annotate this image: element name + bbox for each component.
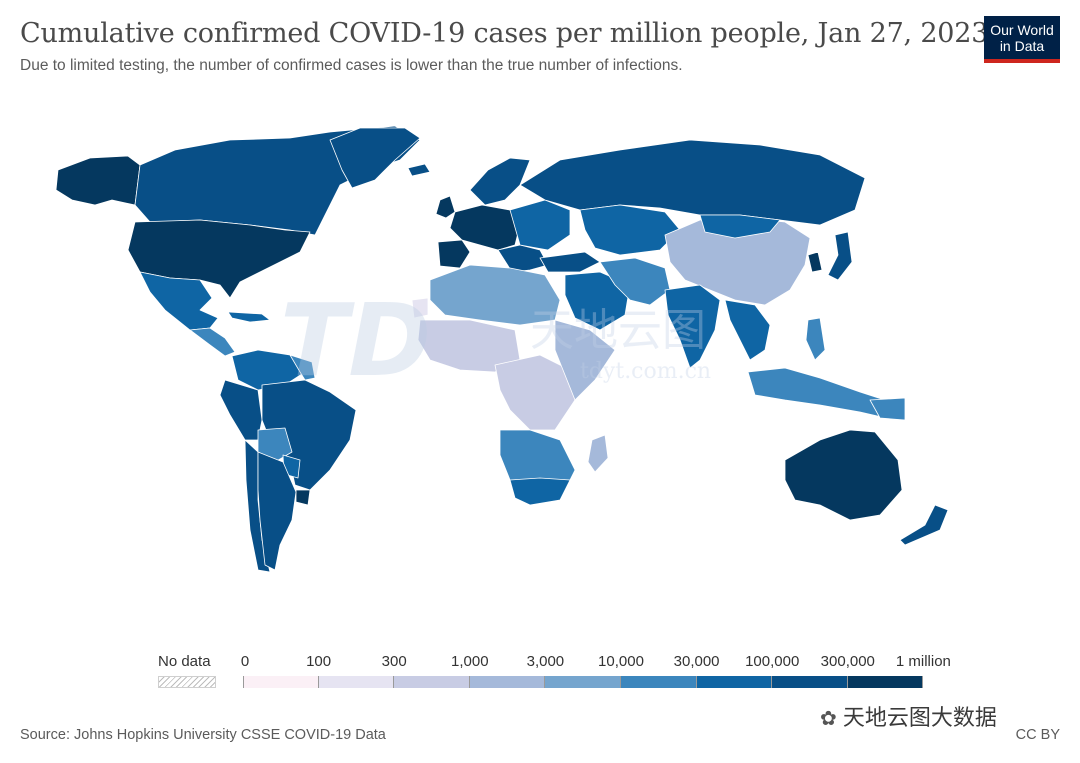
- region-argentina[interactable]: [257, 451, 297, 571]
- legend-tick-label: 1,000: [451, 653, 489, 670]
- watermark-td-logo: TD: [280, 290, 431, 399]
- page-title: Cumulative confirmed COVID-19 cases per …: [20, 18, 989, 49]
- region-central-america[interactable]: [189, 327, 236, 357]
- legend-tick-label: 3,000: [526, 653, 565, 670]
- wechat-watermark-text: 天地云图大数据: [842, 705, 997, 730]
- legend-tick-label: 0: [240, 653, 250, 670]
- region-russia[interactable]: [519, 139, 866, 226]
- region-papua[interactable]: [869, 397, 906, 421]
- region-greenland[interactable]: [329, 127, 421, 189]
- region-guianas[interactable]: [289, 354, 316, 381]
- region-iceland[interactable]: [407, 163, 431, 177]
- region-east-africa[interactable]: [554, 319, 616, 401]
- region-india[interactable]: [664, 284, 721, 369]
- region-australia[interactable]: [784, 429, 903, 521]
- legend-no-data-swatch[interactable]: [158, 676, 216, 688]
- region-western-sahara[interactable]: [411, 297, 429, 319]
- region-eastern-europe[interactable]: [509, 199, 571, 251]
- legend-swatch[interactable]: [394, 676, 470, 688]
- region-philippines[interactable]: [805, 317, 826, 361]
- watermark-url: tdyt.com.cn: [580, 359, 711, 384]
- region-peru[interactable]: [219, 379, 263, 441]
- page-subtitle: Due to limited testing, the number of co…: [20, 57, 683, 74]
- legend-ticks: 0 100 300 1,000 3,000 10,000 30,000 100,000 300,…: [0, 653, 1080, 673]
- region-alaska[interactable]: [55, 155, 141, 206]
- region-korea[interactable]: [807, 251, 823, 273]
- logo-line-2: in Data: [999, 38, 1045, 54]
- region-iran[interactable]: [599, 257, 671, 306]
- legend-swatch[interactable]: [620, 676, 697, 688]
- legend-no-data-label: No data: [158, 653, 211, 670]
- legend-tick-label: 100,000: [745, 653, 800, 670]
- region-central-asia[interactable]: [579, 204, 681, 256]
- wechat-watermark: ✿ 天地云图大数据: [820, 700, 997, 732]
- region-south-africa[interactable]: [509, 477, 571, 506]
- region-uk[interactable]: [435, 195, 456, 219]
- center-watermark: TD 天地云图 tdyt.com.cn: [280, 282, 760, 405]
- region-middle-east[interactable]: [564, 271, 631, 331]
- legend-tick-label: 300,000: [820, 653, 875, 670]
- region-mongolia[interactable]: [699, 214, 781, 239]
- region-iberia[interactable]: [437, 239, 471, 269]
- legend-color-bar: [243, 676, 924, 688]
- legend-swatch[interactable]: [243, 676, 319, 688]
- region-uruguay[interactable]: [295, 489, 311, 506]
- legend-swatch[interactable]: [772, 676, 848, 688]
- source-note[interactable]: Source: Johns Hopkins University CSSE CO…: [20, 727, 386, 743]
- region-new-zealand[interactable]: [899, 504, 949, 546]
- region-indonesia[interactable]: [747, 367, 901, 421]
- region-western-europe[interactable]: [449, 204, 521, 251]
- region-central-africa[interactable]: [494, 354, 576, 431]
- legend-swatch[interactable]: [545, 676, 621, 688]
- legend-swatch[interactable]: [696, 676, 773, 688]
- region-west-africa[interactable]: [417, 319, 521, 373]
- region-madagascar[interactable]: [587, 434, 609, 473]
- region-japan[interactable]: [827, 231, 853, 281]
- owid-logo[interactable]: Our World in Data: [984, 16, 1060, 63]
- legend-swatch[interactable]: [847, 676, 924, 688]
- legend-tick-label: 10,000: [598, 653, 644, 670]
- legend-tick-label: 30,000: [673, 653, 720, 670]
- watermark-cn-text: 天地云图: [530, 305, 706, 356]
- region-mexico[interactable]: [139, 271, 219, 331]
- wechat-icon: ✿: [820, 708, 837, 730]
- region-caribbean[interactable]: [227, 311, 271, 323]
- legend-tick-label: 1 million: [895, 653, 951, 670]
- region-turkey[interactable]: [539, 251, 601, 273]
- legend-tick-label: 100: [306, 653, 332, 670]
- legend-tick-label: 300: [381, 653, 407, 670]
- legend-swatch[interactable]: [469, 676, 546, 688]
- region-northern-south-america[interactable]: [231, 349, 306, 391]
- logo-line-1: Our World: [990, 22, 1054, 38]
- region-scandinavia[interactable]: [469, 157, 531, 206]
- region-southeast-asia[interactable]: [724, 299, 771, 361]
- legend-swatch[interactable]: [318, 676, 395, 688]
- license-link[interactable]: CC BY: [1015, 727, 1060, 743]
